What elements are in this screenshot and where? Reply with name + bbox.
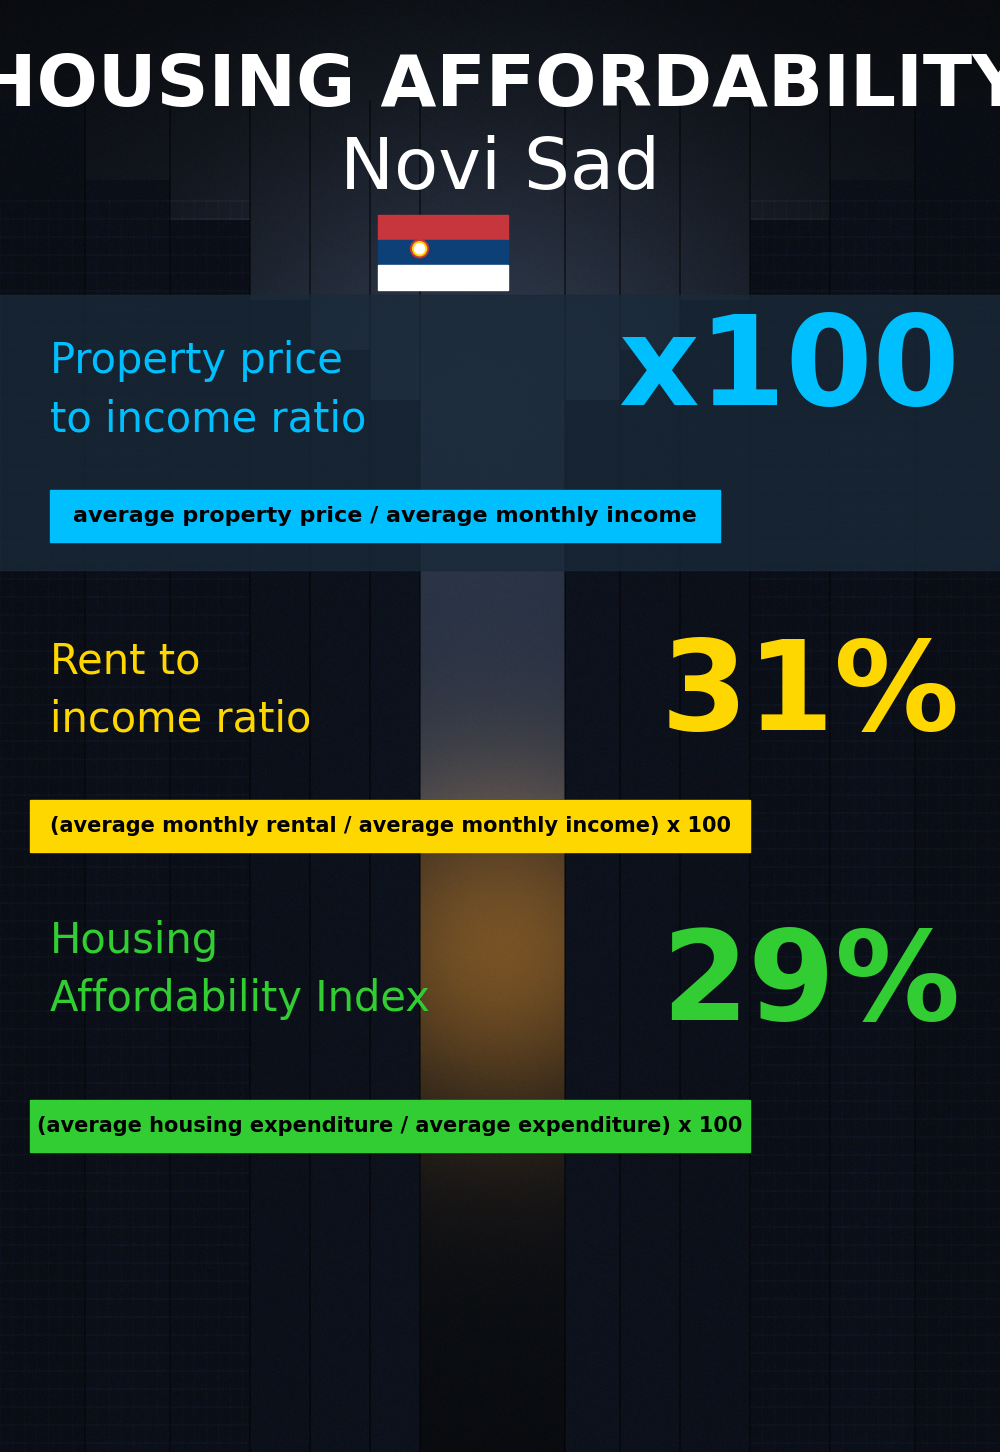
Text: (average housing expenditure / average expenditure) x 100: (average housing expenditure / average e… bbox=[37, 1117, 743, 1135]
Text: HOUSING AFFORDABILITY: HOUSING AFFORDABILITY bbox=[0, 52, 1000, 121]
Bar bbox=[0, 295, 1000, 571]
Circle shape bbox=[411, 240, 429, 258]
Bar bbox=[378, 240, 508, 266]
Bar bbox=[30, 1101, 750, 1151]
Text: Property price
to income ratio: Property price to income ratio bbox=[50, 340, 366, 440]
Text: Novi Sad: Novi Sad bbox=[340, 135, 660, 203]
Bar bbox=[378, 215, 508, 240]
Text: average property price / average monthly income: average property price / average monthly… bbox=[73, 505, 697, 526]
Bar bbox=[378, 266, 508, 290]
Text: Rent to
income ratio: Rent to income ratio bbox=[50, 640, 311, 741]
Text: (average monthly rental / average monthly income) x 100: (average monthly rental / average monthl… bbox=[50, 816, 730, 836]
Text: 31%: 31% bbox=[661, 635, 960, 756]
Bar bbox=[0, 295, 1000, 571]
Circle shape bbox=[415, 244, 425, 254]
Bar bbox=[50, 489, 720, 542]
Text: Housing
Affordability Index: Housing Affordability Index bbox=[50, 921, 430, 1021]
Text: 29%: 29% bbox=[661, 925, 960, 1045]
Circle shape bbox=[413, 241, 427, 256]
Bar bbox=[30, 800, 750, 852]
Text: x100: x100 bbox=[618, 309, 960, 431]
